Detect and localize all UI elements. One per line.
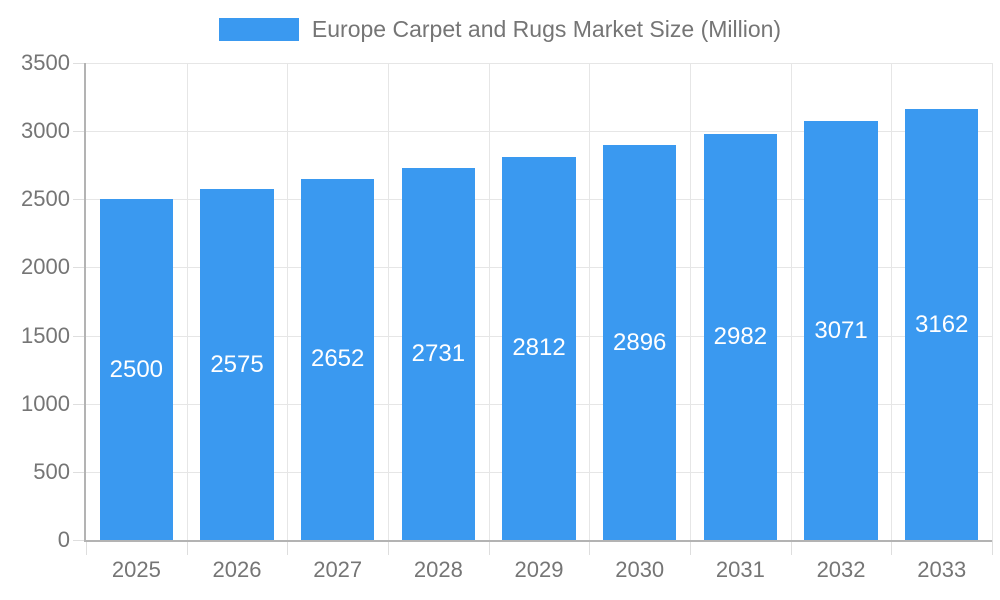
gridline-vertical [689, 63, 691, 540]
y-axis-tick [73, 403, 86, 405]
x-axis-tick [689, 540, 691, 555]
bar-2027[interactable]: 2652 [300, 178, 375, 540]
x-axis-tick [891, 540, 893, 555]
gridline-vertical [387, 63, 389, 540]
y-axis-labels: 0 500 1000 1500 2000 2500 3000 3500 [0, 50, 70, 552]
x-axis-tick [86, 540, 87, 555]
x-axis-tick-label: 2033 [917, 557, 967, 582]
bar-2032[interactable]: 3071 [804, 121, 878, 540]
bar-cell: 2812 [489, 63, 590, 540]
gridline-vertical [287, 63, 289, 540]
plot-area: 2500 2575 2652 2731 2812 2896 2982 3071 3162 [73, 63, 993, 555]
bar-value-label: 2982 [713, 322, 768, 350]
bar-2029[interactable]: 2812 [502, 156, 576, 540]
y-axis-tick-label: 1000 [21, 390, 70, 416]
x-axis-tick [589, 540, 591, 555]
x-axis-tick-label: 2032 [816, 557, 866, 582]
bar-cell: 2575 [187, 63, 288, 540]
x-axis-tick-label: 2028 [413, 557, 463, 582]
gridline-vertical [186, 63, 188, 540]
y-axis-tick-label: 1500 [21, 322, 70, 348]
y-axis-tick [73, 335, 86, 337]
bar-2030[interactable]: 2896 [602, 145, 677, 540]
bar-value-label: 3162 [915, 310, 969, 338]
y-axis-tick [73, 267, 86, 269]
x-axis-tick [488, 540, 490, 555]
y-axis-tick-label: 3000 [21, 118, 70, 144]
y-axis-tick-label: 500 [33, 458, 70, 484]
bar-value-label: 2652 [310, 345, 365, 373]
y-axis-tick-label: 0 [57, 527, 70, 552]
x-axis-tick [387, 540, 389, 555]
x-axis-tick [186, 540, 188, 555]
chart-legend: Europe Carpet and Rugs Market Size (Mill… [0, 16, 1000, 43]
x-axis-tick-label: 2027 [313, 557, 363, 582]
legend-swatch-icon [218, 18, 299, 41]
bar-cell: 3071 [791, 63, 892, 540]
x-axis-tick-label: 2026 [212, 557, 262, 582]
x-axis-tick [790, 540, 792, 555]
bar-2028[interactable]: 2731 [401, 167, 476, 540]
gridline-vertical [589, 63, 591, 540]
bar-2025[interactable]: 2500 [99, 199, 174, 540]
y-axis-tick [73, 199, 86, 201]
bar-value-label: 2575 [210, 350, 264, 378]
bar-cell: 3162 [891, 63, 992, 540]
x-axis-line [84, 540, 992, 542]
x-axis-tick-label: 2031 [715, 557, 765, 582]
y-axis-tick [73, 540, 86, 541]
bar-cell: 2896 [589, 63, 690, 540]
gridline-vertical [790, 63, 792, 540]
bar-2033[interactable]: 3162 [904, 109, 979, 540]
bar-value-label: 2812 [512, 334, 566, 362]
x-axis-tick-label: 2030 [615, 557, 665, 582]
bars-row: 2500 2575 2652 2731 2812 2896 2982 3071 3162 [86, 63, 992, 540]
gridline-vertical [891, 63, 893, 540]
x-axis-tick [287, 540, 289, 555]
bar-2031[interactable]: 2982 [703, 133, 778, 540]
gridline-horizontal [86, 63, 992, 64]
y-axis-tick [73, 131, 86, 133]
y-axis-tick [73, 63, 86, 64]
bar-value-label: 3071 [814, 316, 868, 344]
bar-value-label: 2896 [613, 328, 667, 356]
gridline-vertical [992, 63, 993, 540]
gridline-vertical [488, 63, 490, 540]
bar-cell: 2652 [287, 63, 388, 540]
bar-value-label: 2500 [109, 355, 164, 383]
bar-cell: 2500 [86, 63, 187, 540]
x-axis-tick [992, 540, 993, 555]
x-axis-tick-label: 2029 [514, 557, 564, 582]
y-axis-tick-label: 2500 [21, 186, 70, 212]
bar-2026[interactable]: 2575 [200, 189, 274, 540]
y-axis-tick [73, 471, 86, 473]
x-axis-tick-label: 2025 [111, 557, 161, 582]
bar-cell: 2731 [388, 63, 489, 540]
legend-label: Europe Carpet and Rugs Market Size (Mill… [311, 16, 782, 42]
legend-item[interactable]: Europe Carpet and Rugs Market Size (Mill… [218, 16, 782, 43]
x-axis-labels: 2025 2026 2027 2028 2029 2030 2031 2032 2033 [86, 557, 992, 583]
bar-value-label: 2731 [411, 339, 466, 367]
bar-cell: 2982 [690, 63, 791, 540]
y-axis-tick-label: 3500 [21, 50, 70, 75]
y-axis-line [84, 63, 86, 540]
y-axis-tick-label: 2000 [21, 254, 70, 280]
gridline-horizontal [86, 131, 992, 133]
